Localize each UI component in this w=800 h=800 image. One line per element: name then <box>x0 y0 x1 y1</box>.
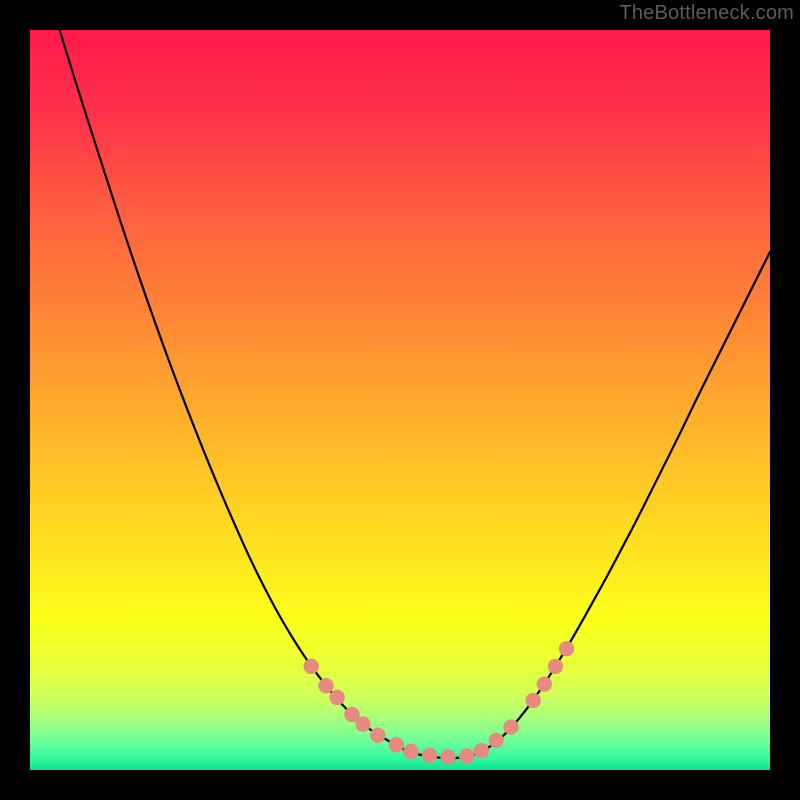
data-marker <box>389 738 403 752</box>
data-markers-group <box>304 641 574 763</box>
chart-frame: TheBottleneck.com <box>0 0 800 800</box>
data-marker <box>441 749 455 763</box>
data-marker <box>330 690 344 704</box>
data-marker <box>422 748 436 762</box>
data-marker <box>489 733 503 747</box>
watermark-label: TheBottleneck.com <box>619 2 794 25</box>
data-marker <box>404 744 418 758</box>
data-marker <box>371 728 385 742</box>
data-marker <box>319 678 333 692</box>
data-marker <box>559 641 573 655</box>
data-marker <box>304 659 318 673</box>
data-marker <box>548 659 562 673</box>
bottleneck-curve <box>60 30 770 758</box>
chart-svg-layer <box>30 30 770 770</box>
data-marker <box>504 720 518 734</box>
data-marker <box>474 744 488 758</box>
data-marker <box>356 717 370 731</box>
plot-area <box>30 30 770 770</box>
data-marker <box>459 749 473 763</box>
data-marker <box>526 693 540 707</box>
data-marker <box>537 677 551 691</box>
